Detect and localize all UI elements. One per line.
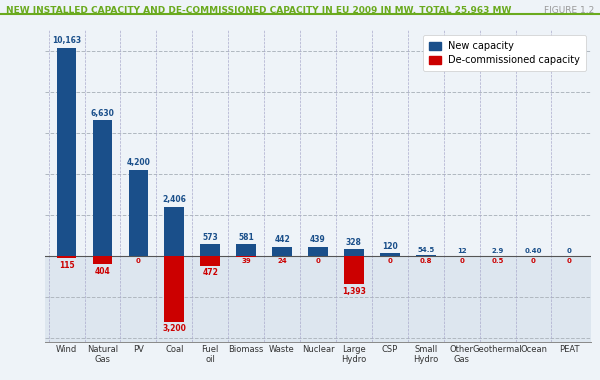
Bar (45, 256, 591, 342)
Bar (200, 244, 220, 256)
Text: 115: 115 (59, 261, 74, 270)
Text: 0: 0 (531, 258, 536, 264)
Text: 328: 328 (346, 238, 362, 247)
Text: 24: 24 (277, 258, 287, 264)
Text: 6,630: 6,630 (91, 109, 115, 117)
Bar (56, 48, 76, 256)
Text: 1,393: 1,393 (342, 287, 366, 296)
Text: FIGURE 1.2: FIGURE 1.2 (544, 6, 594, 15)
Text: 2.9: 2.9 (491, 248, 504, 254)
Legend: New capacity, De-commissioned capacity: New capacity, De-commissioned capacity (423, 35, 586, 71)
Bar (164, 256, 184, 321)
Bar (380, 253, 400, 256)
Bar (92, 256, 112, 264)
Text: 0.8: 0.8 (419, 258, 432, 264)
Text: 472: 472 (202, 268, 218, 277)
Text: 39: 39 (241, 258, 251, 264)
Text: 12: 12 (457, 248, 466, 254)
Text: 0: 0 (136, 258, 141, 264)
Bar (128, 170, 148, 256)
Text: 404: 404 (95, 267, 110, 276)
Text: 4,200: 4,200 (127, 158, 151, 167)
Text: 0.40: 0.40 (525, 248, 542, 254)
Text: 0: 0 (388, 258, 392, 264)
Text: 0: 0 (316, 258, 320, 264)
Text: 54.5: 54.5 (417, 247, 434, 253)
Bar (416, 255, 436, 256)
Text: NEW INSTALLED CAPACITY AND DE-COMMISSIONED CAPACITY IN EU 2009 IN MW. TOTAL 25,9: NEW INSTALLED CAPACITY AND DE-COMMISSION… (6, 6, 511, 15)
Bar (344, 256, 364, 285)
Bar (56, 256, 76, 258)
Bar (92, 120, 112, 256)
Text: 0: 0 (567, 248, 572, 254)
Bar (344, 249, 364, 256)
Text: 439: 439 (310, 236, 326, 244)
Bar (236, 244, 256, 256)
Bar (236, 256, 256, 257)
Bar (200, 256, 220, 266)
Text: 573: 573 (202, 233, 218, 242)
Text: 3,200: 3,200 (163, 324, 186, 333)
Text: 581: 581 (238, 233, 254, 242)
Text: 120: 120 (382, 242, 398, 251)
Text: 442: 442 (274, 235, 290, 244)
Text: 0: 0 (567, 258, 572, 264)
Bar (45, 30, 591, 256)
Bar (164, 207, 184, 256)
Text: 2,406: 2,406 (163, 195, 186, 204)
Text: 0: 0 (459, 258, 464, 264)
Text: 10,163: 10,163 (52, 36, 81, 45)
Text: 0.5: 0.5 (491, 258, 504, 264)
Bar (272, 247, 292, 256)
Bar (308, 247, 328, 256)
